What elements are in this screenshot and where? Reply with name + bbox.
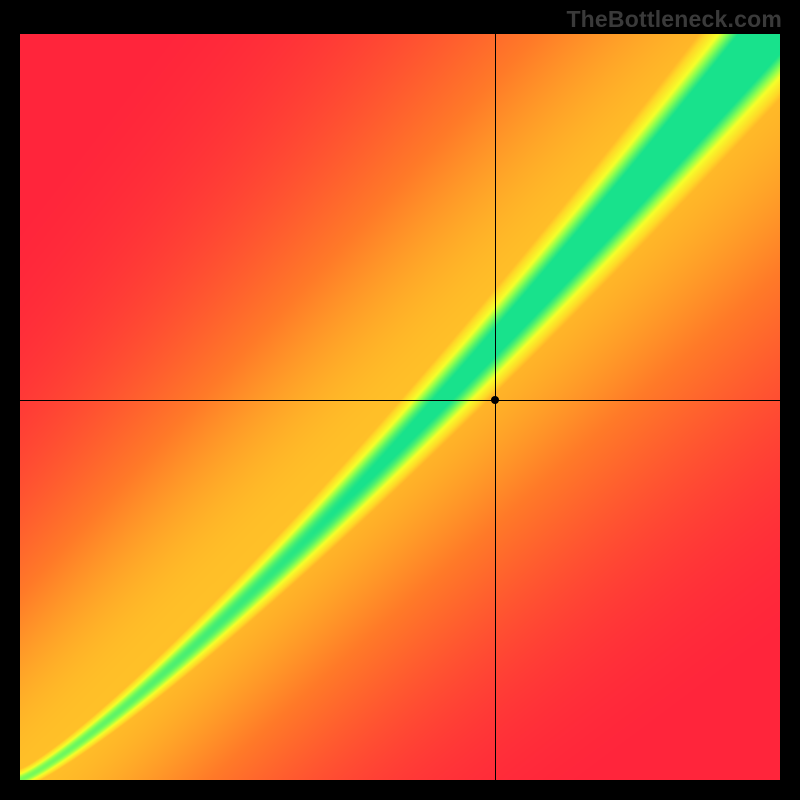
bottleneck-heatmap (20, 34, 780, 780)
plot-area (20, 34, 780, 780)
crosshair-horizontal (20, 400, 780, 401)
selection-marker (491, 396, 499, 404)
crosshair-vertical (495, 34, 496, 780)
watermark-text: TheBottleneck.com (566, 6, 782, 33)
